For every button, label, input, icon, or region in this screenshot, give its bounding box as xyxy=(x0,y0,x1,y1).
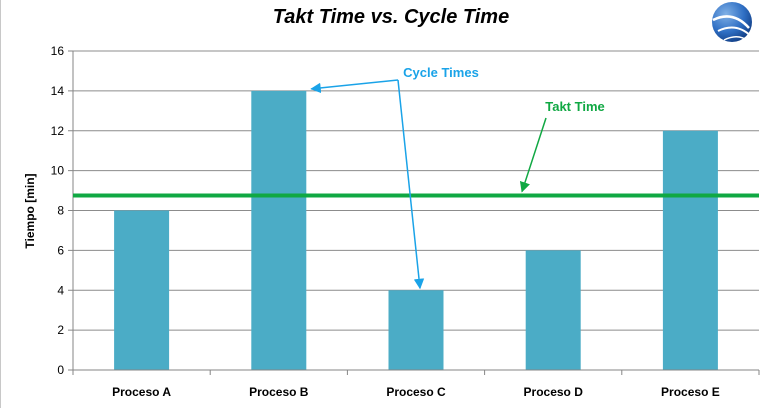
x-tick-label: Proceso C xyxy=(386,385,446,399)
y-tick-label: 2 xyxy=(57,323,64,337)
y-tick-label: 8 xyxy=(57,204,64,218)
bar xyxy=(251,90,307,370)
annotations: Cycle Times Takt Time xyxy=(310,65,605,290)
y-tick-label: 4 xyxy=(57,283,64,297)
axes xyxy=(68,50,760,375)
y-tick-label: 14 xyxy=(51,84,65,98)
x-tick-label: Proceso A xyxy=(112,385,171,399)
y-tick-label: 10 xyxy=(51,164,65,178)
y-axis-label: Tiempo [min] xyxy=(23,173,37,248)
x-tick-label: Proceso D xyxy=(524,385,584,399)
y-tick-label: 0 xyxy=(57,363,64,377)
takt-arrow xyxy=(519,117,547,193)
takt-time-annotation: Takt Time xyxy=(545,99,604,114)
chart-title: Takt Time vs. Cycle Time xyxy=(273,6,509,28)
tick-labels: 0 2 4 6 8 10 12 14 16 Proceso A Proceso B Proceso C… xyxy=(51,44,720,399)
gridlines xyxy=(73,50,759,331)
sphere-logo-icon xyxy=(712,2,752,42)
y-tick-label: 12 xyxy=(51,124,65,138)
bar xyxy=(388,290,444,370)
cycle-arrow-b xyxy=(310,79,399,94)
x-tick-label: Proceso B xyxy=(249,385,309,399)
cycle-arrow-c xyxy=(397,79,425,290)
bar xyxy=(662,130,718,370)
y-tick-label: 16 xyxy=(51,44,65,58)
x-tick-label: Proceso E xyxy=(661,385,720,399)
cycle-times-annotation: Cycle Times xyxy=(403,65,479,80)
bar xyxy=(525,250,581,370)
y-tick-label: 6 xyxy=(57,243,64,257)
bar xyxy=(114,210,170,370)
bars xyxy=(114,90,718,370)
